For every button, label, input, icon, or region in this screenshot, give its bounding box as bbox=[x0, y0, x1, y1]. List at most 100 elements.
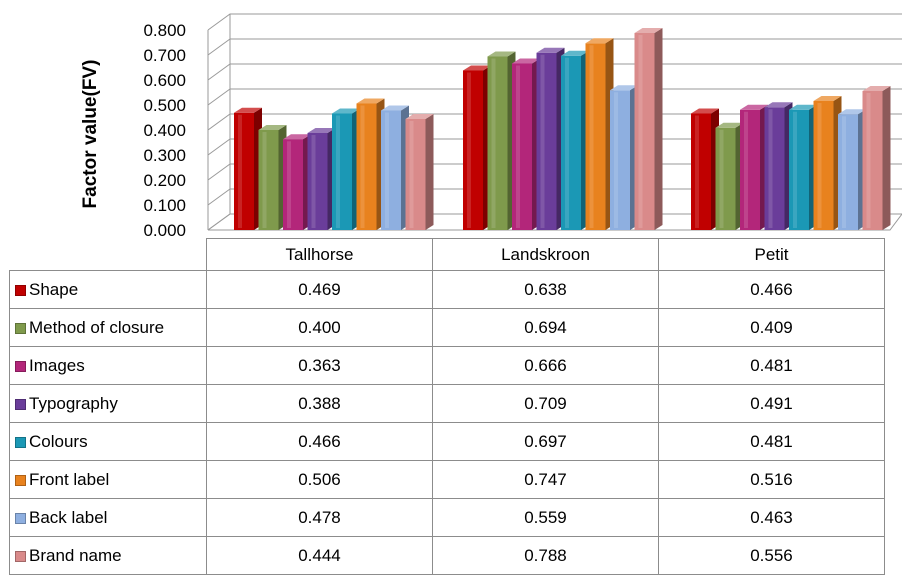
bar bbox=[813, 96, 842, 230]
bar-front bbox=[740, 109, 760, 230]
data-table: Tallhorse Landskroon Petit Shape 0.469 0.6… bbox=[9, 238, 885, 575]
legend-entry: Images bbox=[9, 346, 207, 385]
bar bbox=[307, 128, 336, 230]
bar-front bbox=[234, 112, 254, 230]
y-tick-label: 0.200 bbox=[143, 171, 186, 190]
legend-key-icon bbox=[15, 284, 26, 296]
legend-key-icon bbox=[15, 474, 26, 486]
data-label: 0.466 bbox=[658, 270, 885, 309]
series-name: Method of closure bbox=[29, 317, 165, 337]
data-label: 0.694 bbox=[432, 308, 659, 347]
bar-highlight bbox=[638, 35, 643, 228]
bar-top bbox=[838, 109, 866, 115]
bar-side bbox=[654, 28, 663, 230]
bar-top bbox=[715, 122, 744, 128]
bar-highlight bbox=[262, 132, 267, 228]
bar-highlight bbox=[614, 92, 618, 228]
data-label: 0.481 bbox=[658, 346, 885, 385]
series-name: Images bbox=[29, 355, 85, 375]
bar-highlight bbox=[491, 58, 496, 228]
data-label: 0.400 bbox=[206, 308, 433, 347]
bar-highlight bbox=[516, 65, 520, 228]
bar-front bbox=[838, 114, 858, 230]
legend-key-icon bbox=[15, 550, 26, 562]
legend-entry: Typography bbox=[9, 384, 207, 423]
bar-top bbox=[258, 125, 287, 130]
table-row: Front label 0.506 0.747 0.516 bbox=[9, 460, 885, 499]
bar-front bbox=[332, 113, 352, 230]
bar bbox=[234, 107, 262, 230]
data-label: 0.481 bbox=[658, 422, 885, 461]
bar-top bbox=[405, 114, 434, 119]
gridline bbox=[207, 38, 902, 56]
bar-front bbox=[381, 110, 401, 230]
bar-highlight bbox=[238, 114, 242, 228]
bar-highlight bbox=[793, 111, 797, 228]
table-row: Method of closure 0.400 0.694 0.409 bbox=[9, 308, 885, 347]
legend-key-icon bbox=[15, 360, 26, 372]
legend-key-icon bbox=[15, 436, 26, 448]
bar-top bbox=[283, 134, 311, 140]
data-label: 0.666 bbox=[432, 346, 659, 385]
data-label: 0.363 bbox=[206, 346, 433, 385]
bar-top bbox=[585, 38, 614, 44]
y-tick-label: 0.300 bbox=[143, 146, 186, 165]
bar-highlight bbox=[768, 109, 773, 228]
bar-front bbox=[487, 56, 508, 230]
series-name: Back label bbox=[29, 507, 108, 527]
bar-top bbox=[740, 104, 768, 110]
series-name: Shape bbox=[29, 279, 79, 299]
bar-front bbox=[283, 139, 303, 230]
data-label: 0.516 bbox=[658, 460, 885, 499]
y-tick-label: 0.600 bbox=[143, 71, 186, 90]
gridlines bbox=[207, 13, 902, 231]
series-name: Typography bbox=[29, 393, 118, 413]
bar-front bbox=[813, 101, 834, 230]
bar-front bbox=[691, 113, 711, 230]
category-header: Petit bbox=[658, 238, 885, 271]
bar-highlight bbox=[589, 45, 594, 228]
bar-front bbox=[634, 33, 655, 230]
legend-entry: Back label bbox=[9, 498, 207, 537]
bar-top bbox=[307, 128, 336, 133]
table-row: Typography 0.388 0.709 0.491 bbox=[9, 384, 885, 423]
bar-front bbox=[512, 63, 532, 230]
bar bbox=[463, 65, 491, 230]
series-name: Brand name bbox=[29, 545, 122, 565]
data-label: 0.747 bbox=[432, 460, 659, 499]
data-label: 0.444 bbox=[206, 536, 433, 575]
data-label: 0.697 bbox=[432, 422, 659, 461]
bar bbox=[789, 104, 817, 230]
gridline bbox=[207, 138, 902, 156]
table-row: Images 0.363 0.666 0.481 bbox=[9, 346, 885, 385]
table-row: Brand name 0.444 0.788 0.556 bbox=[9, 536, 885, 575]
gridline bbox=[207, 88, 902, 106]
bar-front bbox=[610, 90, 630, 230]
bar bbox=[405, 114, 434, 230]
y-tick-label: 0.100 bbox=[143, 196, 186, 215]
legend-entry: Colours bbox=[9, 422, 207, 461]
bar bbox=[332, 108, 360, 230]
bar-top bbox=[764, 102, 793, 108]
bar-top bbox=[862, 86, 891, 91]
data-label: 0.638 bbox=[432, 270, 659, 309]
bar-highlight bbox=[385, 112, 389, 228]
data-label: 0.559 bbox=[432, 498, 659, 537]
y-tick-label: 0.700 bbox=[143, 46, 186, 65]
category-header: Tallhorse bbox=[206, 238, 433, 271]
bar-highlight bbox=[311, 135, 316, 228]
series-name: Colours bbox=[29, 431, 88, 451]
bar bbox=[487, 51, 516, 230]
bar bbox=[715, 122, 744, 230]
bar-top bbox=[332, 108, 360, 114]
bar-highlight bbox=[695, 115, 699, 228]
bar bbox=[356, 98, 385, 230]
category-header: Landskroon bbox=[432, 238, 659, 271]
gridline bbox=[207, 113, 902, 131]
bar-front bbox=[356, 103, 377, 230]
y-tick-label: 0.500 bbox=[143, 96, 186, 115]
floor-edge bbox=[208, 213, 902, 231]
bar-highlight bbox=[467, 72, 471, 228]
data-label: 0.409 bbox=[658, 308, 885, 347]
bar-front bbox=[258, 130, 279, 230]
